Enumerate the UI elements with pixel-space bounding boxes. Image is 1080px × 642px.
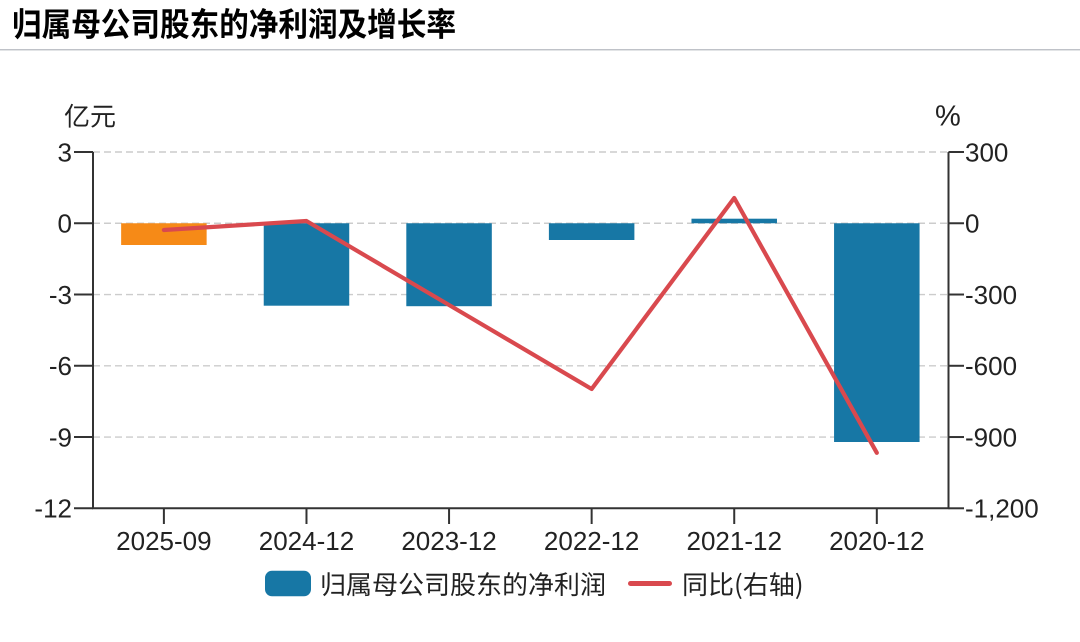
svg-text:-600: -600 <box>965 351 1017 381</box>
svg-text:0: 0 <box>965 209 979 239</box>
svg-text:2021-12: 2021-12 <box>687 526 782 556</box>
svg-text:2024-12: 2024-12 <box>259 526 354 556</box>
svg-text:-6: -6 <box>49 351 72 381</box>
svg-text:0: 0 <box>58 209 72 239</box>
svg-text:-12: -12 <box>34 494 72 524</box>
svg-text:-3: -3 <box>49 280 72 310</box>
svg-text:-9: -9 <box>49 422 72 452</box>
svg-text:2023-12: 2023-12 <box>401 526 496 556</box>
svg-text:%: % <box>935 101 961 133</box>
svg-text:2020-12: 2020-12 <box>829 526 924 556</box>
svg-text:3: 3 <box>58 137 72 167</box>
svg-text:-300: -300 <box>965 280 1017 310</box>
svg-text:2025-09: 2025-09 <box>116 526 211 556</box>
svg-text:300: 300 <box>965 137 1008 167</box>
svg-text:2022-12: 2022-12 <box>544 526 639 556</box>
svg-text:-900: -900 <box>965 422 1017 452</box>
svg-text:-1,200: -1,200 <box>965 494 1039 524</box>
